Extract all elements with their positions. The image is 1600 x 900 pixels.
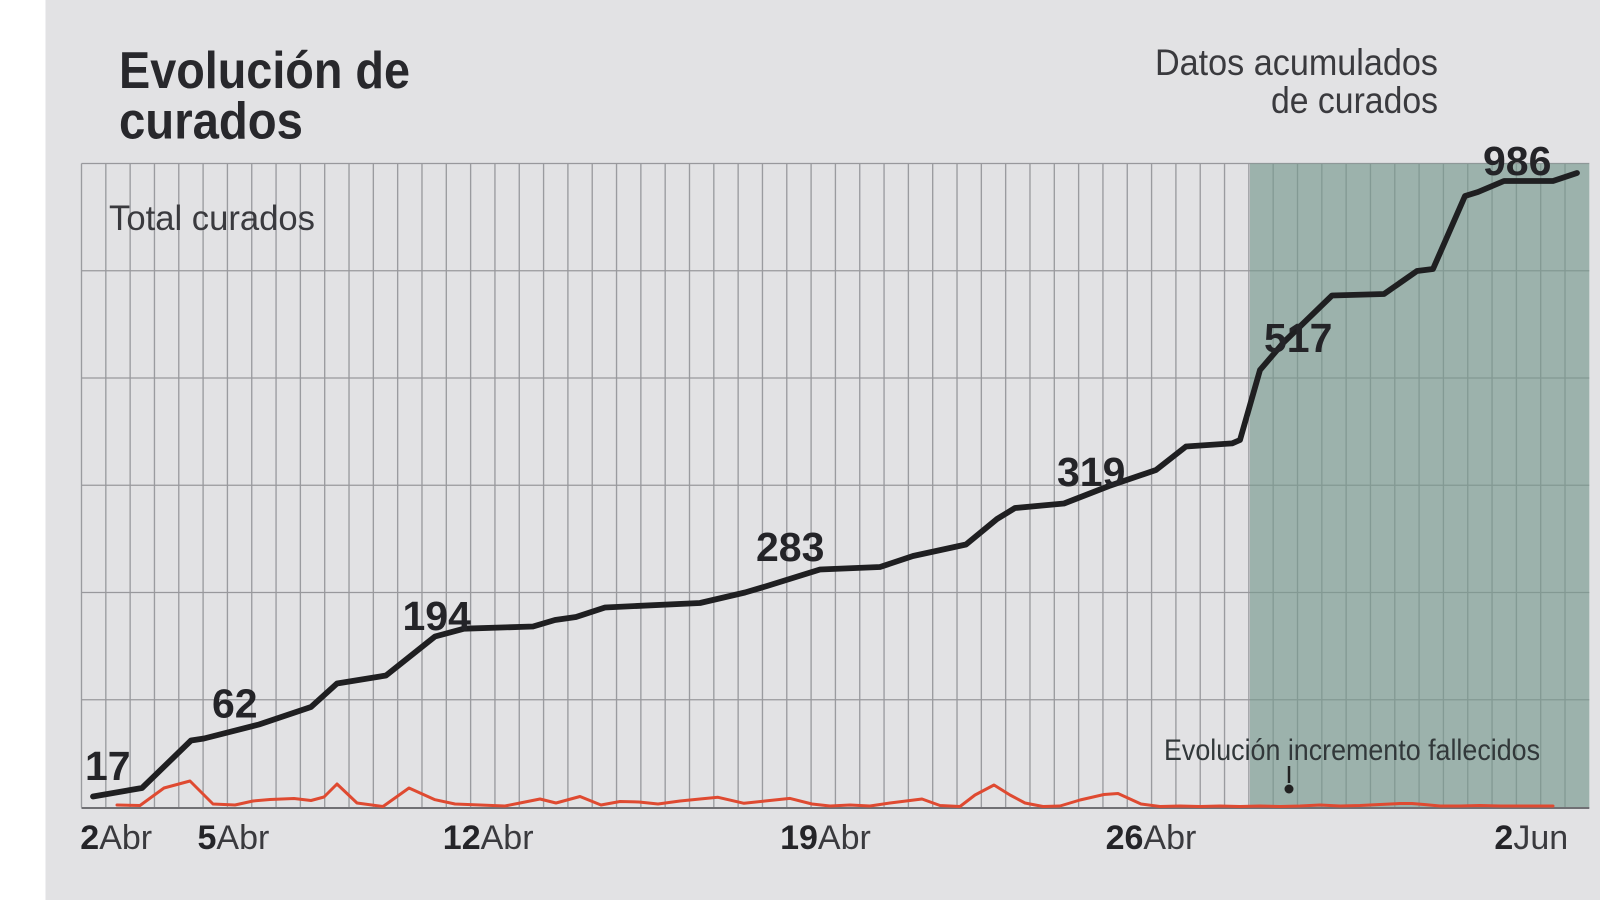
svg-text:Evolución de: Evolución de xyxy=(119,42,410,100)
svg-text:62: 62 xyxy=(212,681,258,727)
svg-text:986: 986 xyxy=(1483,138,1551,184)
svg-text:194: 194 xyxy=(403,593,472,639)
svg-text:12Abr: 12Abr xyxy=(443,819,534,857)
svg-text:de curados: de curados xyxy=(1271,80,1438,121)
svg-text:Total curados: Total curados xyxy=(109,199,315,238)
svg-text:5Abr: 5Abr xyxy=(198,819,270,857)
svg-text:2Jun: 2Jun xyxy=(1494,819,1568,857)
svg-text:2Abr: 2Abr xyxy=(80,819,152,857)
svg-text:Evolución incremento fallecido: Evolución incremento fallecidos xyxy=(1164,734,1540,767)
svg-text:Datos acumulados: Datos acumulados xyxy=(1155,42,1438,83)
svg-text:26Abr: 26Abr xyxy=(1106,819,1197,857)
svg-text:curados: curados xyxy=(119,93,303,151)
svg-text:283: 283 xyxy=(756,524,824,570)
svg-text:319: 319 xyxy=(1057,449,1125,495)
svg-text:517: 517 xyxy=(1264,315,1332,361)
svg-text:19Abr: 19Abr xyxy=(780,819,871,857)
svg-text:17: 17 xyxy=(85,743,131,789)
